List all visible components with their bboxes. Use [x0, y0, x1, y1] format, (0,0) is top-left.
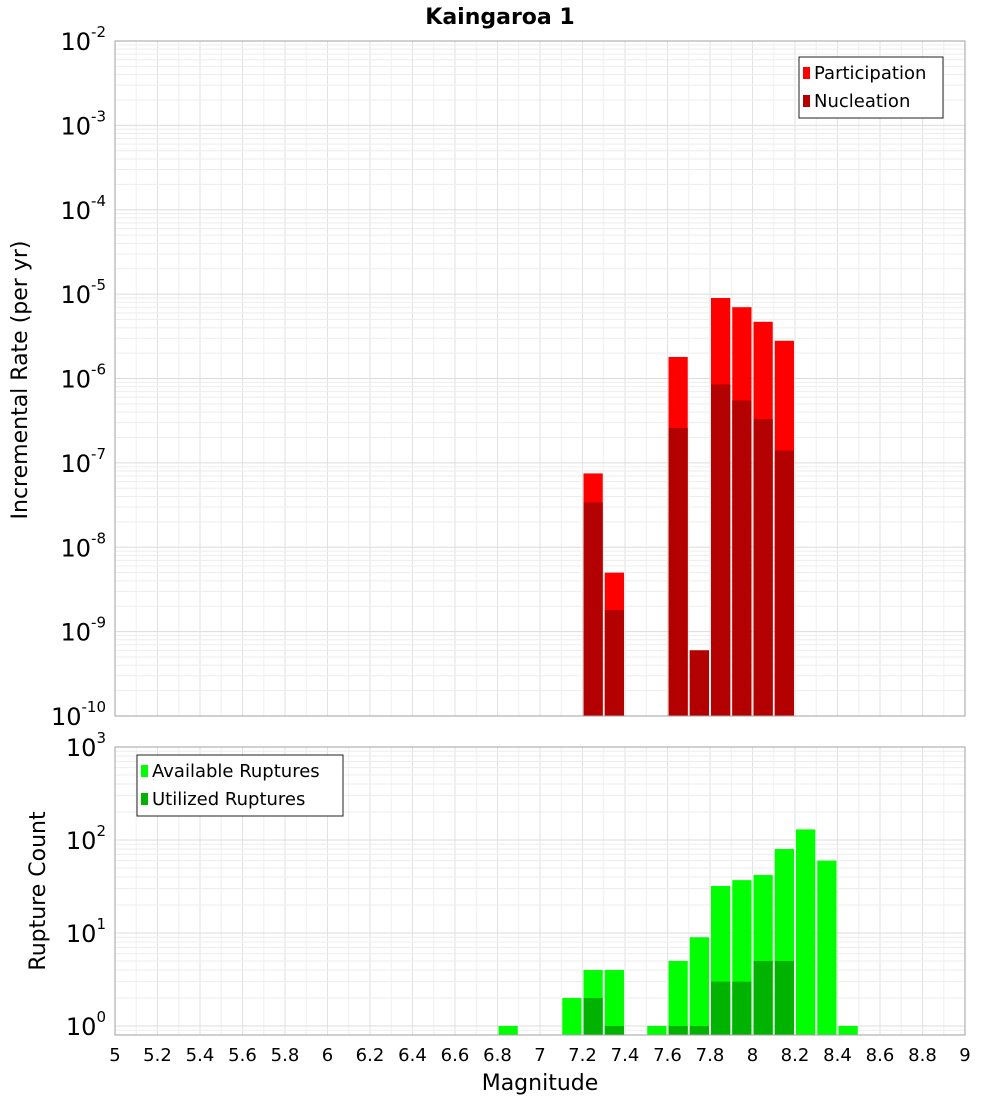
rupture-bar-series2	[774, 960, 794, 1035]
rate-bar-series2	[753, 419, 773, 716]
x-tick-label: 6.8	[483, 1045, 512, 1066]
rupture-bar-series1	[838, 1025, 858, 1035]
chart-title: Kaingaroa 1	[425, 5, 574, 30]
rupture-bar-series2	[583, 997, 603, 1035]
rupture-bar-series2	[604, 1025, 624, 1035]
rupture-plot-border	[114, 746, 966, 1036]
rupture-y-tick-label: 102	[66, 822, 106, 855]
rate-y-tick-label: 10-10	[51, 698, 106, 731]
x-tick-label: 8.8	[908, 1045, 937, 1066]
rate-bar-series2	[732, 400, 752, 716]
rupture-bar-series1	[604, 969, 624, 1035]
rate-bar-series2	[774, 450, 794, 716]
rupture-bars	[498, 829, 858, 1035]
x-tick-label: 5.4	[186, 1045, 215, 1066]
x-tick-label: 7.2	[568, 1045, 597, 1066]
rupture-bar-series2	[711, 981, 731, 1035]
rupture-legend-box	[136, 754, 344, 817]
rupture-bar-series1	[817, 860, 837, 1035]
rate-bar-series2	[689, 650, 709, 716]
rate-legend-label: Nucleation	[814, 91, 910, 112]
rupture-panel: 100 101 102 103 5 5.2 5.4 5.6 5.8 6 6.2 6.4 6.6 6.8 7…	[26, 729, 971, 1096]
rupture-legend-label: Available Ruptures	[152, 761, 320, 782]
rate-legend-swatch	[803, 95, 810, 107]
x-axis-label: Magnitude	[482, 1071, 599, 1096]
rate-legend-swatch	[803, 67, 810, 79]
rate-y-tick-label: 10-5	[60, 276, 106, 309]
rate-y-tick-label: 10-2	[60, 23, 106, 56]
x-tick-label: 7.8	[696, 1045, 725, 1066]
x-tick-label: 6.4	[398, 1045, 427, 1066]
rate-y-ticks: 10-10 10-9 10-8 10-7 10-6 10-5 10-4 10-3 10-2	[51, 23, 106, 731]
rupture-bar-series1	[647, 1025, 667, 1035]
rupture-y-axis-label: Rupture Count	[26, 811, 51, 971]
rupture-y-tick-label: 100	[66, 1008, 106, 1041]
rate-y-tick-label: 10-3	[60, 107, 106, 140]
x-tick-label: 6	[322, 1045, 333, 1066]
rate-bar-series2	[604, 610, 624, 716]
x-tick-label: 8.6	[866, 1045, 895, 1066]
rupture-bar-series2	[689, 1025, 709, 1035]
rupture-bar-series1	[668, 960, 688, 1035]
rupture-bar-series2	[753, 960, 773, 1035]
x-tick-label: 7.4	[611, 1045, 640, 1066]
rate-y-tick-label: 10-7	[60, 445, 106, 478]
x-tick-label: 8.2	[781, 1045, 810, 1066]
rate-plot-border	[114, 40, 966, 717]
rupture-legend-swatch	[141, 765, 148, 777]
x-tick-label: 5	[109, 1045, 120, 1066]
x-tick-label: 5.6	[228, 1045, 257, 1066]
x-tick-label: 5.8	[271, 1045, 300, 1066]
rate-bar-series2	[583, 502, 603, 716]
rate-legend: Participation Nucleation	[798, 56, 944, 119]
x-tick-label: 9	[959, 1045, 970, 1066]
rate-y-tick-label: 10-9	[60, 614, 106, 647]
x-tick-label: 7.6	[653, 1045, 682, 1066]
rupture-y-tick-label: 103	[66, 729, 106, 762]
rate-bar-series2	[711, 384, 731, 716]
rate-y-tick-label: 10-6	[60, 361, 106, 394]
x-tick-label: 7	[534, 1045, 545, 1066]
rupture-y-ticks: 100 101 102 103	[66, 729, 106, 1041]
rate-grid	[114, 41, 966, 717]
x-tick-label: 8.4	[823, 1045, 852, 1066]
rupture-y-tick-label: 101	[66, 915, 106, 948]
x-tick-label: 5.2	[143, 1045, 172, 1066]
x-tick-label: 6.2	[356, 1045, 385, 1066]
rupture-legend-label: Utilized Ruptures	[152, 789, 305, 810]
rate-panel: 10-10 10-9 10-8 10-7 10-6 10-5 10-4 10-3 10-2 In…	[8, 23, 966, 731]
rate-y-tick-label: 10-8	[60, 529, 106, 562]
rupture-bar-series1	[689, 937, 709, 1035]
rupture-bar-series1	[498, 1025, 518, 1035]
x-tick-label: 6.6	[441, 1045, 470, 1066]
rupture-bar-series2	[732, 981, 752, 1035]
rate-bar-series2	[668, 427, 688, 716]
rupture-legend: Available Ruptures Utilized Ruptures	[136, 754, 344, 817]
x-ticks: 5 5.2 5.4 5.6 5.8 6 6.2 6.4 6.6 6.8 7 7.2 7.4 7.6 7.8 8…	[109, 1045, 970, 1066]
rupture-bar-series2	[668, 1025, 688, 1035]
rate-legend-box	[798, 56, 944, 119]
rate-y-tick-label: 10-4	[60, 192, 106, 225]
rate-y-axis-label: Incremental Rate (per yr)	[8, 241, 33, 520]
rate-bars	[583, 297, 794, 716]
rupture-bar-series1	[562, 997, 582, 1035]
x-tick-label: 8	[747, 1045, 758, 1066]
rupture-legend-swatch	[141, 793, 148, 805]
rupture-bar-series1	[796, 829, 816, 1035]
rate-legend-label: Participation	[814, 63, 926, 84]
